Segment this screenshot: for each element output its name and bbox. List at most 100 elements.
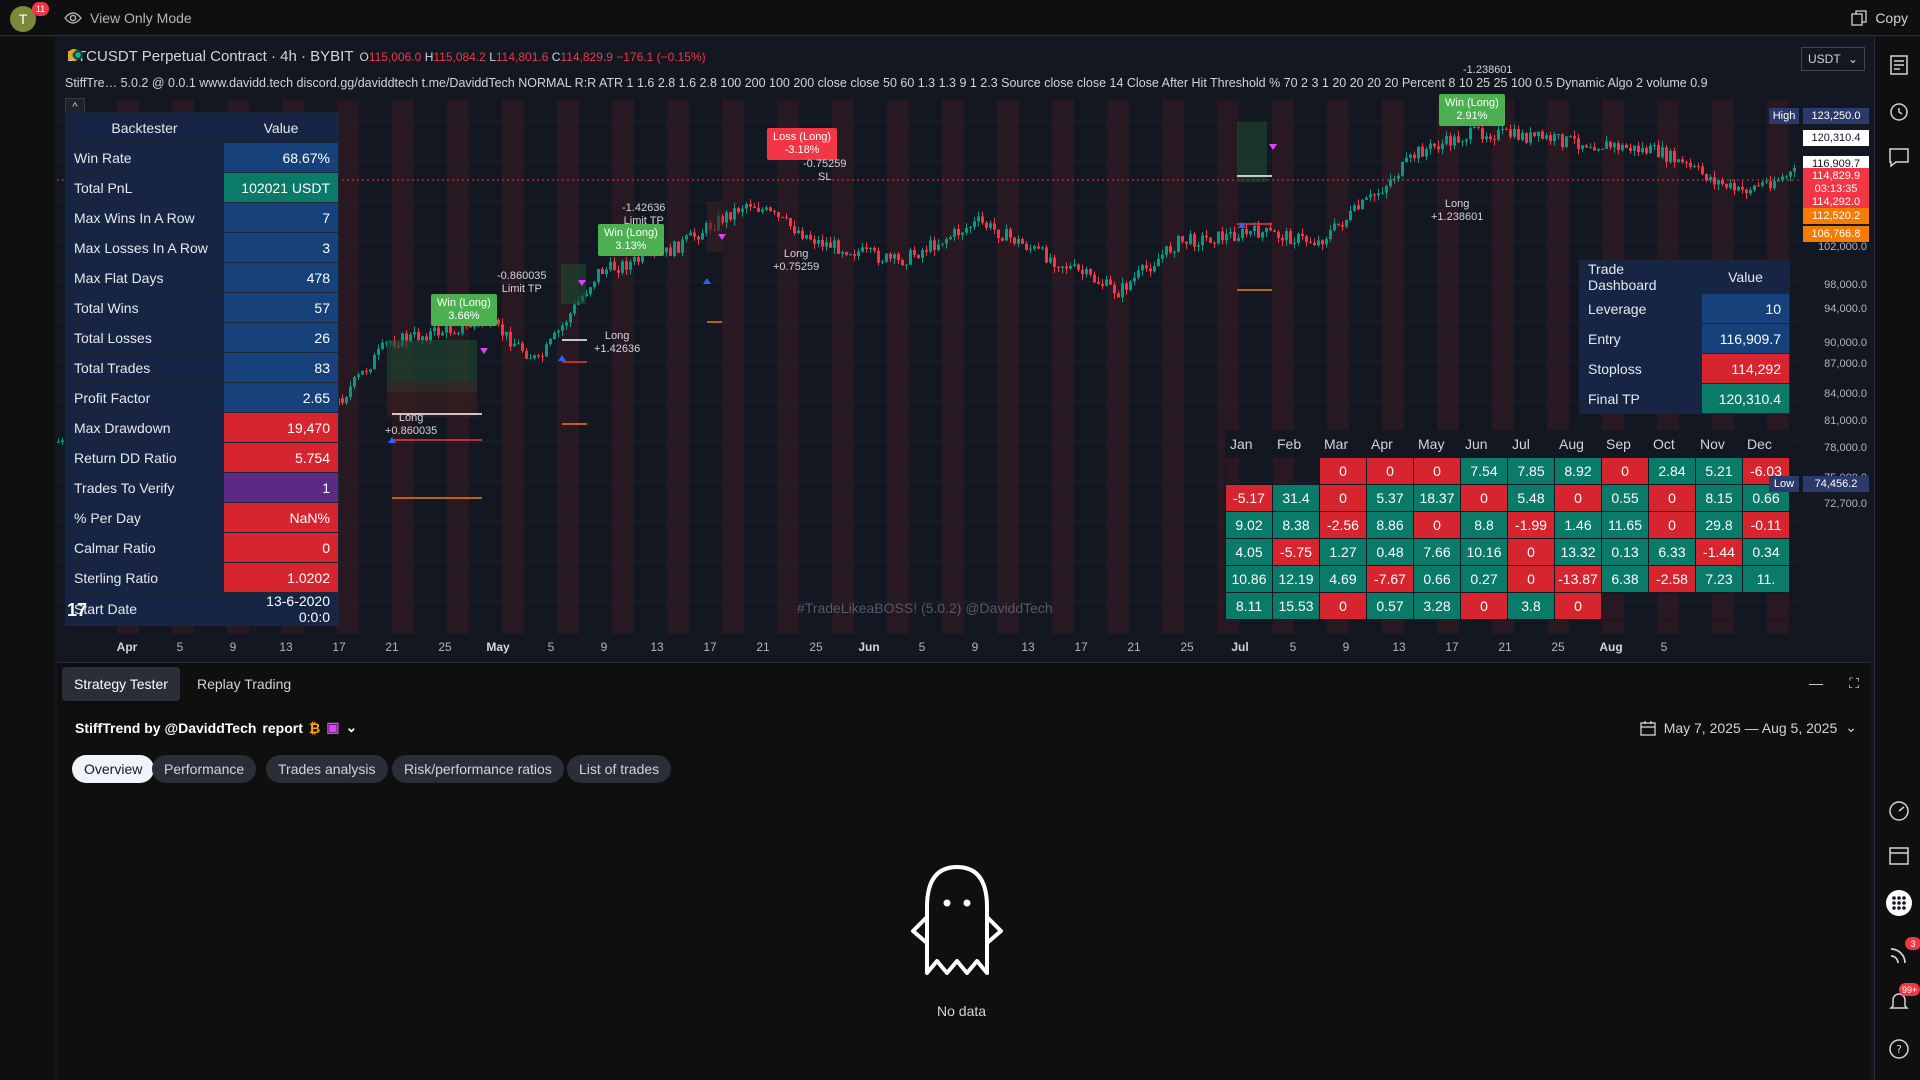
candle-body bbox=[1561, 134, 1564, 147]
candle-body bbox=[1737, 186, 1740, 191]
time-tick: 21 bbox=[385, 640, 399, 654]
pill-risk-performance-ratios[interactable]: Risk/performance ratios bbox=[392, 755, 564, 783]
candle-body bbox=[1509, 129, 1512, 137]
currency-select[interactable]: USDT ⌄ bbox=[1801, 47, 1865, 71]
metric-value: 120,310.4 bbox=[1701, 383, 1790, 414]
apps-grid-icon[interactable] bbox=[1885, 889, 1913, 917]
alarm-clock-icon[interactable] bbox=[1887, 99, 1911, 123]
candle-body bbox=[1641, 148, 1644, 153]
candle-body bbox=[1209, 237, 1212, 243]
time-tick: 13 bbox=[279, 640, 293, 654]
candle-body bbox=[857, 251, 860, 256]
copy-button[interactable]: Copy bbox=[1851, 10, 1908, 26]
candle-body bbox=[701, 233, 704, 240]
candle-body bbox=[1673, 151, 1676, 163]
avatar[interactable]: T bbox=[10, 6, 36, 32]
news-feed-icon[interactable] bbox=[1887, 943, 1911, 967]
time-axis[interactable]: Apr 5 9 13 17 21 25 May 5 9 13 17 21 25 Jun 5 9 13 17 21 25 J… bbox=[57, 634, 1801, 660]
candle-body bbox=[341, 398, 344, 403]
candle-body bbox=[1197, 245, 1200, 247]
calendar-icon[interactable] bbox=[1887, 843, 1911, 867]
tab-strategy-tester[interactable]: Strategy Tester bbox=[62, 667, 180, 701]
tradingview-logo[interactable]: 17 bbox=[67, 600, 88, 620]
date-range-text: May 7, 2025 — Aug 5, 2025 bbox=[1663, 719, 1838, 736]
candle-body bbox=[1225, 233, 1228, 241]
candle-body bbox=[681, 239, 684, 253]
candle-body bbox=[989, 223, 992, 228]
candle-body bbox=[1057, 266, 1060, 268]
tab-replay-trading[interactable]: Replay Trading bbox=[197, 676, 292, 692]
candle-body bbox=[845, 252, 848, 255]
candle-body bbox=[1489, 136, 1492, 140]
candle-body bbox=[441, 332, 444, 336]
help-icon[interactable]: ? bbox=[1887, 1037, 1911, 1061]
table-row: Return DD Ratio 5.754 bbox=[65, 442, 339, 473]
time-tick: 5 bbox=[1660, 640, 1668, 654]
candle-body bbox=[1657, 144, 1660, 158]
ghost-icon bbox=[911, 865, 1003, 975]
minimize-icon[interactable]: — bbox=[1809, 675, 1823, 691]
candle-body bbox=[1233, 232, 1236, 241]
price-tick: 78,000.0 bbox=[1824, 442, 1867, 454]
chevron-down-icon[interactable]: ⌄ bbox=[345, 719, 358, 735]
symbol-legend[interactable]: BTCUSDT Perpetual Contract · 4h · BYBIT … bbox=[67, 48, 706, 65]
candle-body bbox=[1333, 223, 1336, 231]
candle-body bbox=[1605, 141, 1608, 149]
table-row: 9.02 8.38 -2.56 8.86 0 8.8 -1.99 1.46 11.65 0 29.8… bbox=[1225, 511, 1790, 539]
candle-body bbox=[1513, 128, 1516, 137]
maximize-icon[interactable]: ⛶ bbox=[1849, 675, 1859, 691]
candle-body bbox=[993, 223, 996, 230]
candle-body bbox=[1249, 231, 1252, 235]
candle-body bbox=[1745, 189, 1748, 194]
candle-body bbox=[1705, 174, 1708, 181]
candle-body bbox=[1049, 257, 1052, 263]
pill-trades-analysis[interactable]: Trades analysis bbox=[266, 755, 388, 783]
candle-body bbox=[1377, 193, 1380, 196]
candle-body bbox=[1533, 132, 1536, 137]
speedometer-icon[interactable] bbox=[1887, 799, 1911, 823]
candle-body bbox=[377, 348, 380, 355]
strategy-title[interactable]: StiffTrend by @DaviddTech report ₿ ▣ ⌄ bbox=[75, 719, 357, 736]
time-tick: 5 bbox=[176, 640, 184, 654]
candle-body bbox=[885, 253, 888, 262]
candle-body bbox=[1273, 230, 1276, 232]
candle-body bbox=[585, 293, 588, 296]
watchlist-icon[interactable] bbox=[1887, 53, 1911, 77]
session-stripe bbox=[337, 100, 359, 634]
chart-pane[interactable]: BTCUSDT Perpetual Contract · 4h · BYBIT … bbox=[57, 42, 1871, 660]
candle-body bbox=[1665, 147, 1668, 163]
candle-body bbox=[805, 234, 808, 239]
time-tick: 9 bbox=[1342, 640, 1350, 654]
strategy-name: StiffTrend by @DaviddTech bbox=[75, 719, 257, 736]
candle-body bbox=[881, 261, 884, 263]
monthly-return-cell: 10.16 bbox=[1460, 538, 1508, 566]
indicator-legend[interactable]: StiffTre… 5.0.2 @ 0.0.1 www.davidd.tech … bbox=[65, 76, 1708, 90]
candle-body bbox=[729, 212, 732, 220]
date-range-picker[interactable]: May 7, 2025 — Aug 5, 2025 ⌄ bbox=[1640, 719, 1857, 736]
metric-value: 83 bbox=[223, 352, 339, 383]
time-tick: 17 bbox=[1074, 640, 1088, 654]
candle-body bbox=[749, 204, 752, 207]
candle-body bbox=[893, 254, 896, 259]
month-header: May bbox=[1413, 430, 1461, 458]
candle-body bbox=[633, 257, 636, 262]
price-axis[interactable]: 102,000.0 98,000.0 94,000.0 90,000.0 87,000.… bbox=[1769, 42, 1871, 660]
candle-body bbox=[1141, 265, 1144, 271]
candle-body bbox=[413, 332, 416, 335]
metric-name: Max Drawdown bbox=[65, 412, 224, 443]
monthly-return-cell: -13.87 bbox=[1554, 565, 1602, 593]
pill-overview[interactable]: Overview bbox=[72, 755, 155, 783]
candle-body bbox=[1781, 176, 1784, 181]
collapse-legend-button[interactable]: ^ bbox=[65, 98, 85, 116]
candle-body bbox=[917, 255, 920, 258]
candle-body bbox=[1237, 237, 1240, 241]
view-only-mode[interactable]: View Only Mode bbox=[64, 10, 192, 26]
candle-body bbox=[401, 333, 404, 347]
chat-icon[interactable] bbox=[1887, 145, 1911, 169]
monthly-return-cell: 3.8 bbox=[1507, 592, 1555, 620]
monthly-return-cell: -5.17 bbox=[1225, 484, 1273, 512]
pill-list-of-trades[interactable]: List of trades bbox=[567, 755, 672, 783]
long-entry-label: Long +0.860035 bbox=[385, 412, 438, 437]
table-row: Entry 116,909.7 bbox=[1579, 323, 1790, 354]
pill-performance[interactable]: Performance bbox=[152, 755, 257, 783]
